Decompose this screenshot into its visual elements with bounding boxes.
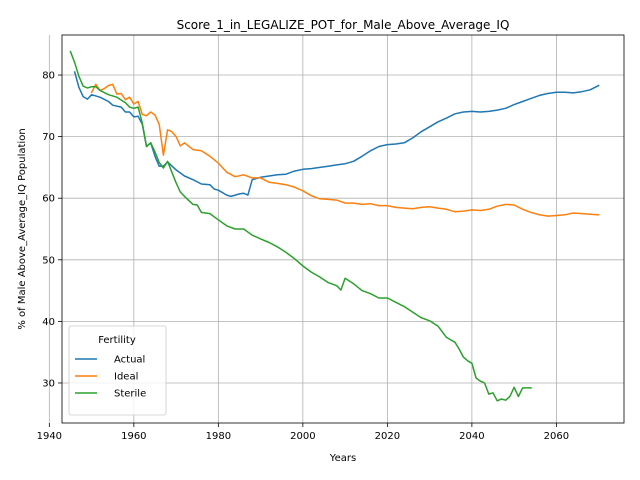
- legend: Fertility Actual Ideal Sterile: [68, 325, 167, 416]
- x-axis-label: Years: [329, 453, 356, 464]
- legend-title: Fertility: [98, 335, 136, 346]
- series-line-sterile: [69, 50, 532, 402]
- x-tick-label: 2000: [290, 431, 315, 442]
- y-tick-label: 60: [42, 194, 55, 205]
- x-tick-label: 1960: [121, 431, 146, 442]
- y-tick-label: 30: [42, 378, 55, 389]
- series-line-actual: [73, 71, 600, 198]
- y-axis-label: % of Male Above_Average_IQ Population: [17, 128, 28, 329]
- y-tick-label: 50: [42, 255, 55, 266]
- x-tick-label: 1940: [37, 431, 62, 442]
- legend-label-actual: Actual: [114, 355, 145, 366]
- x-tick-label: 2060: [544, 431, 569, 442]
- legend-label-ideal: Ideal: [114, 372, 138, 383]
- legend-entries: Actual Ideal Sterile: [75, 355, 146, 400]
- series-layer: [69, 50, 600, 402]
- x-tick-label: 2040: [459, 431, 484, 442]
- chart-title: Score_1_in_LEGALIZE_POT_for_Male_Above_A…: [177, 18, 510, 32]
- x-tick-label: 1980: [206, 431, 231, 442]
- plot-frame: [61, 34, 625, 424]
- y-tick-label: 40: [42, 317, 55, 328]
- series-line-ideal: [90, 83, 600, 217]
- y-tick-label: 70: [42, 132, 55, 143]
- ticks: 1940 1960 1980 2000 2020 2040 2060 30 40 50 60 70 80: [37, 71, 570, 442]
- y-tick-label: 80: [42, 71, 55, 82]
- legend-label-sterile: Sterile: [114, 389, 146, 400]
- x-tick-label: 2020: [375, 431, 400, 442]
